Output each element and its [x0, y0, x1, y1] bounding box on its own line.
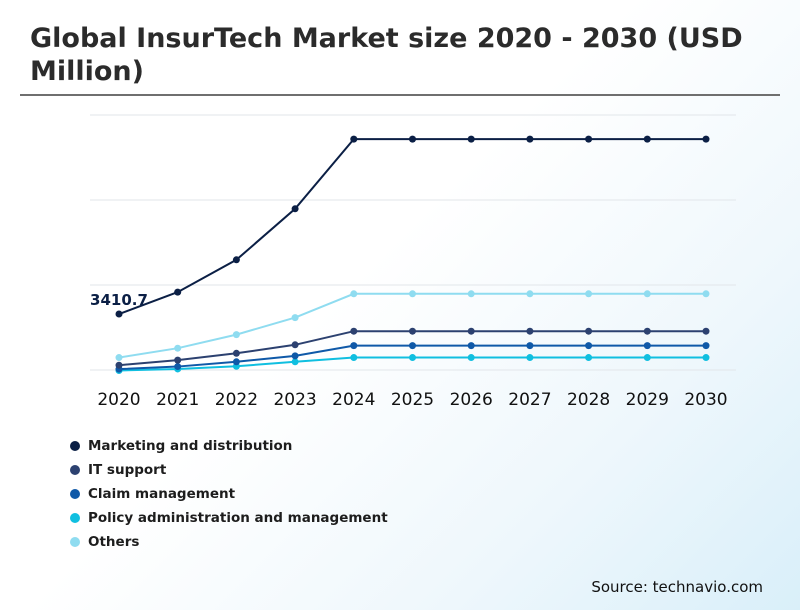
legend-label: Policy administration and management [88, 510, 388, 526]
data-point [643, 342, 651, 350]
legend-marker [70, 537, 80, 547]
legend-item: Claim management [70, 482, 388, 506]
data-point [232, 358, 240, 366]
data-point [350, 354, 358, 362]
data-point [409, 290, 416, 298]
legend-label: Others [88, 534, 140, 550]
data-point [702, 290, 710, 298]
line-chart: 2020 2021 2022 2023 2024 2025 2026 2027 2028 2029… [90, 114, 736, 410]
data-point [350, 290, 358, 298]
data-point [643, 354, 651, 362]
data-point [174, 363, 182, 371]
data-point [526, 327, 534, 335]
x-tick-label: 2025 [391, 390, 434, 410]
data-point [174, 288, 182, 296]
data-point [526, 342, 534, 350]
gridlines [90, 114, 736, 371]
data-point [585, 290, 593, 298]
data-point [467, 327, 475, 335]
source-credit: Source: technavio.com [591, 578, 763, 596]
legend-item: Others [70, 530, 388, 554]
chart-legend: Marketing and distribution IT support Clai… [70, 434, 388, 554]
x-tick-label: 2020 [97, 390, 140, 410]
legend-item: Policy administration and management [70, 506, 388, 530]
data-point [702, 354, 710, 362]
data-point [585, 327, 593, 335]
data-point [232, 349, 240, 357]
legend-marker [70, 465, 80, 475]
x-axis-ticks: 2020 2021 2022 2023 2024 2025 2026 2027 2028 2029… [97, 390, 727, 410]
data-point [585, 342, 593, 350]
data-point [115, 354, 123, 362]
chart-title: Global InsurTech Market size 2020 - 2030… [30, 23, 743, 87]
data-point [350, 342, 358, 350]
legend-item: Marketing and distribution [70, 434, 388, 458]
data-point [409, 342, 416, 350]
title-divider [20, 94, 780, 96]
legend-marker [70, 441, 80, 451]
x-tick-label: 2021 [156, 390, 199, 410]
data-point [702, 327, 710, 335]
x-tick-label: 2024 [332, 390, 375, 410]
data-point [643, 135, 651, 143]
data-point [643, 327, 651, 335]
data-point [526, 290, 534, 298]
x-tick-label: 2022 [215, 390, 258, 410]
x-tick-label: 2029 [626, 390, 669, 410]
legend-marker [70, 489, 80, 499]
data-point [467, 342, 475, 350]
data-point [467, 290, 475, 298]
data-point [702, 342, 710, 350]
data-point [409, 327, 416, 335]
data-point [409, 354, 416, 362]
data-point [643, 290, 651, 298]
x-tick-label: 2023 [273, 390, 316, 410]
data-point [467, 354, 475, 362]
series-line [118, 138, 706, 315]
legend-item: IT support [70, 458, 388, 482]
data-point [585, 354, 593, 362]
data-point [350, 135, 358, 143]
data-point [585, 135, 593, 143]
data-point [467, 135, 475, 143]
data-point [174, 344, 182, 352]
data-point [409, 135, 416, 143]
data-point [526, 354, 534, 362]
x-tick-label: 2026 [450, 390, 493, 410]
data-point [232, 256, 240, 264]
data-label-annotation: 3410.7 [90, 291, 148, 309]
data-point [291, 205, 299, 213]
legend-label: Marketing and distribution [88, 438, 293, 454]
x-tick-label: 2028 [567, 390, 610, 410]
data-point [702, 135, 710, 143]
legend-marker [70, 513, 80, 523]
data-point [174, 356, 182, 364]
data-point [115, 310, 123, 318]
data-point [526, 135, 534, 143]
data-point [115, 361, 123, 369]
data-point [291, 352, 299, 360]
data-point [350, 327, 358, 335]
x-tick-label: 2027 [508, 390, 551, 410]
data-point [291, 341, 299, 349]
data-point [291, 314, 299, 322]
data-point [232, 331, 240, 339]
data-point [291, 358, 299, 366]
series-lines [118, 138, 706, 372]
x-tick-label: 2030 [684, 390, 727, 410]
legend-label: Claim management [88, 486, 236, 502]
legend-label: IT support [88, 462, 167, 478]
series-points [115, 135, 710, 374]
